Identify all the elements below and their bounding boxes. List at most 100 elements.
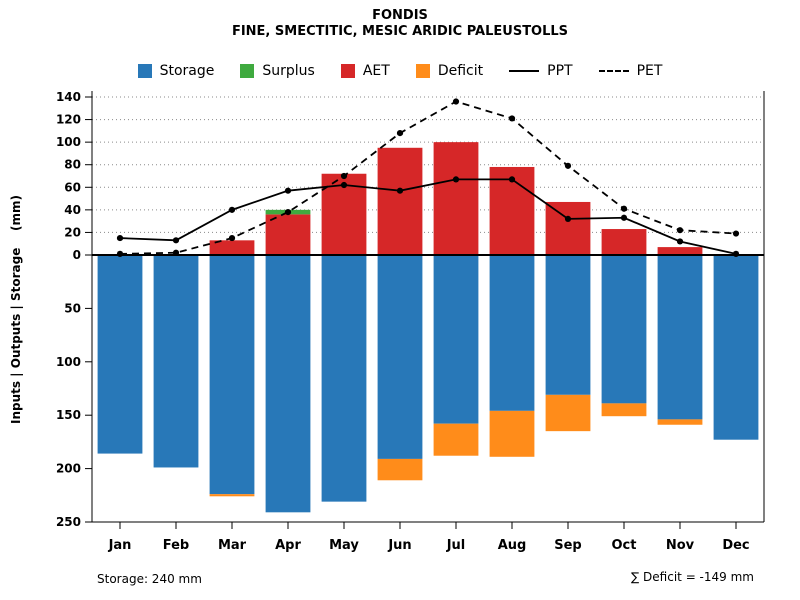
pet-line <box>119 100 737 255</box>
legend-swatch-aet <box>340 64 355 78</box>
chart-title: FONDIS <box>372 8 428 23</box>
y-axis-title: Inputs | Outputs | Storage (mm) <box>9 195 23 424</box>
ytick-label-100: 100 <box>56 135 81 149</box>
ppt-point-jan <box>116 234 124 242</box>
bar-aet-sep <box>545 201 591 255</box>
bar-aet-apr <box>265 214 311 255</box>
pet-point-dec <box>732 230 740 237</box>
legend-swatch-storage <box>137 64 152 78</box>
bar-storage-mar <box>209 256 255 495</box>
month-label-mar: Mar <box>218 538 247 553</box>
month-label-jul: Jul <box>446 538 466 553</box>
pet-point-apr <box>284 209 292 216</box>
month-label-sep: Sep <box>554 538 582 553</box>
legend-dashed-line-sample <box>598 70 629 72</box>
pet-point-sep <box>564 162 572 169</box>
month-label-dec: Dec <box>722 538 749 553</box>
ppt-point-apr <box>284 187 292 194</box>
month-label-aug: Aug <box>498 538 527 553</box>
month-label-apr: Apr <box>275 538 301 553</box>
pet-point-oct <box>620 205 628 212</box>
ppt-line <box>119 178 737 255</box>
bar-aet-jul <box>433 142 479 255</box>
bar-deficit-mar <box>209 494 255 497</box>
legend-label: Storage <box>159 63 215 79</box>
ppt-point-nov <box>676 238 684 245</box>
month-label-oct: Oct <box>612 538 637 553</box>
storage-annotation: Storage: 240 mm <box>97 572 202 586</box>
ytick-label-20: 20 <box>64 225 81 239</box>
ppt-point-feb <box>172 237 180 244</box>
legend-item-deficit: Deficit <box>415 63 484 79</box>
ppt-point-jun <box>396 187 404 194</box>
pet-point-jun <box>396 130 404 137</box>
pet-point-mar <box>228 234 236 242</box>
ppt-point-oct <box>620 214 628 221</box>
month-label-jan: Jan <box>108 538 132 553</box>
bar-deficit-oct <box>601 403 647 417</box>
legend-swatch-surplus <box>240 64 255 78</box>
bar-storage-apr <box>265 256 311 513</box>
bar-storage-jan <box>97 256 143 454</box>
bar-deficit-nov <box>657 419 703 425</box>
bar-deficit-jul <box>433 423 479 456</box>
bar-storage-jul <box>433 256 479 424</box>
pet-point-may <box>340 172 348 180</box>
bar-storage-aug <box>489 256 535 411</box>
ytick-label-lower-250: 250 <box>56 515 81 529</box>
bar-deficit-jun <box>377 458 423 481</box>
ppt-point-jul <box>452 176 460 183</box>
ytick-label-40: 40 <box>64 203 81 217</box>
bar-aet-oct <box>601 229 647 255</box>
ytick-label-120: 120 <box>56 113 81 127</box>
bar-deficit-aug <box>489 410 535 457</box>
ytick-label-lower-50: 50 <box>64 301 81 315</box>
legend-swatch-deficit <box>415 64 430 78</box>
pet-point-jul <box>452 98 460 105</box>
ytick-label-lower-150: 150 <box>56 408 81 422</box>
deficit-sum-annotation: ∑ Deficit = -149 mm <box>631 570 754 584</box>
bar-storage-oct <box>601 256 647 404</box>
legend-item-aet: AET <box>340 63 390 79</box>
legend-item-pet: PET <box>598 63 662 79</box>
legend-item-ppt: PPT <box>509 63 573 79</box>
bar-storage-dec <box>713 256 759 440</box>
pet-point-nov <box>676 227 684 234</box>
pet-point-aug <box>508 115 516 122</box>
ppt-point-mar <box>228 206 236 213</box>
ytick-label-60: 60 <box>64 180 81 194</box>
bar-storage-may <box>321 256 367 502</box>
bar-aet-mar <box>209 240 255 255</box>
ytick-label-80: 80 <box>64 158 81 172</box>
chart-subtitle: FINE, SMECTITIC, MESIC ARIDIC PALEUSTOLL… <box>231 24 569 39</box>
ytick-label-lower-200: 200 <box>56 462 81 476</box>
bar-storage-feb <box>153 256 199 468</box>
legend-label: Deficit <box>437 63 484 79</box>
bar-storage-nov <box>657 256 703 420</box>
bar-storage-sep <box>545 256 591 395</box>
legend-solid-line-sample <box>509 70 540 72</box>
legend-item-storage: Storage <box>137 63 215 79</box>
chart-legend: Storage Surplus AET Deficit PPT PET <box>0 63 800 79</box>
pet-point-jan <box>116 250 124 257</box>
ppt-point-dec <box>732 250 740 257</box>
ppt-point-aug <box>508 176 516 183</box>
legend-label: AET <box>362 63 390 79</box>
month-label-jun: Jun <box>387 538 411 553</box>
plot-area: 0 20 40 60 80 100 120 140 50 100 150 200 250 Jan Feb Ma… <box>9 90 765 553</box>
ppt-point-sep <box>564 215 572 222</box>
legend-label: Surplus <box>262 63 315 79</box>
legend-label: PPT <box>547 63 573 79</box>
legend-item-surplus: Surplus <box>240 63 315 79</box>
ytick-label-lower-100: 100 <box>56 355 81 369</box>
ytick-label-0: 0 <box>73 248 81 262</box>
month-label-may: May <box>329 538 359 553</box>
ytick-label-140: 140 <box>56 90 81 104</box>
bar-storage-jun <box>377 256 423 459</box>
month-label-feb: Feb <box>163 538 189 553</box>
ppt-point-may <box>340 181 348 189</box>
bar-aet-nov <box>657 247 703 255</box>
bar-aet-jun <box>377 147 423 255</box>
month-label-nov: Nov <box>666 538 695 553</box>
